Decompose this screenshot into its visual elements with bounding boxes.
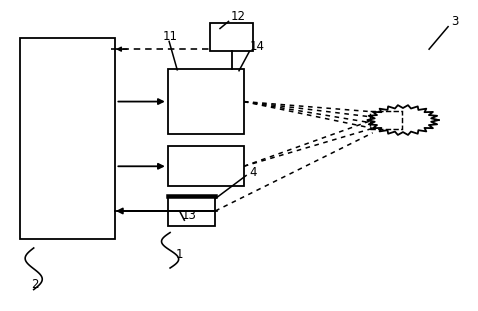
Bar: [168, 146, 244, 186]
Text: 2: 2: [31, 278, 38, 291]
Text: 4: 4: [250, 166, 257, 179]
Text: 14: 14: [250, 39, 264, 53]
Text: 12: 12: [230, 10, 246, 23]
Bar: [21, 38, 116, 239]
Bar: [168, 69, 244, 134]
Bar: [210, 23, 253, 51]
Bar: [370, 111, 402, 129]
Text: 1: 1: [176, 248, 184, 261]
Text: 3: 3: [452, 15, 459, 28]
Text: 13: 13: [182, 209, 196, 222]
Bar: [168, 196, 215, 226]
Text: 11: 11: [163, 30, 178, 43]
